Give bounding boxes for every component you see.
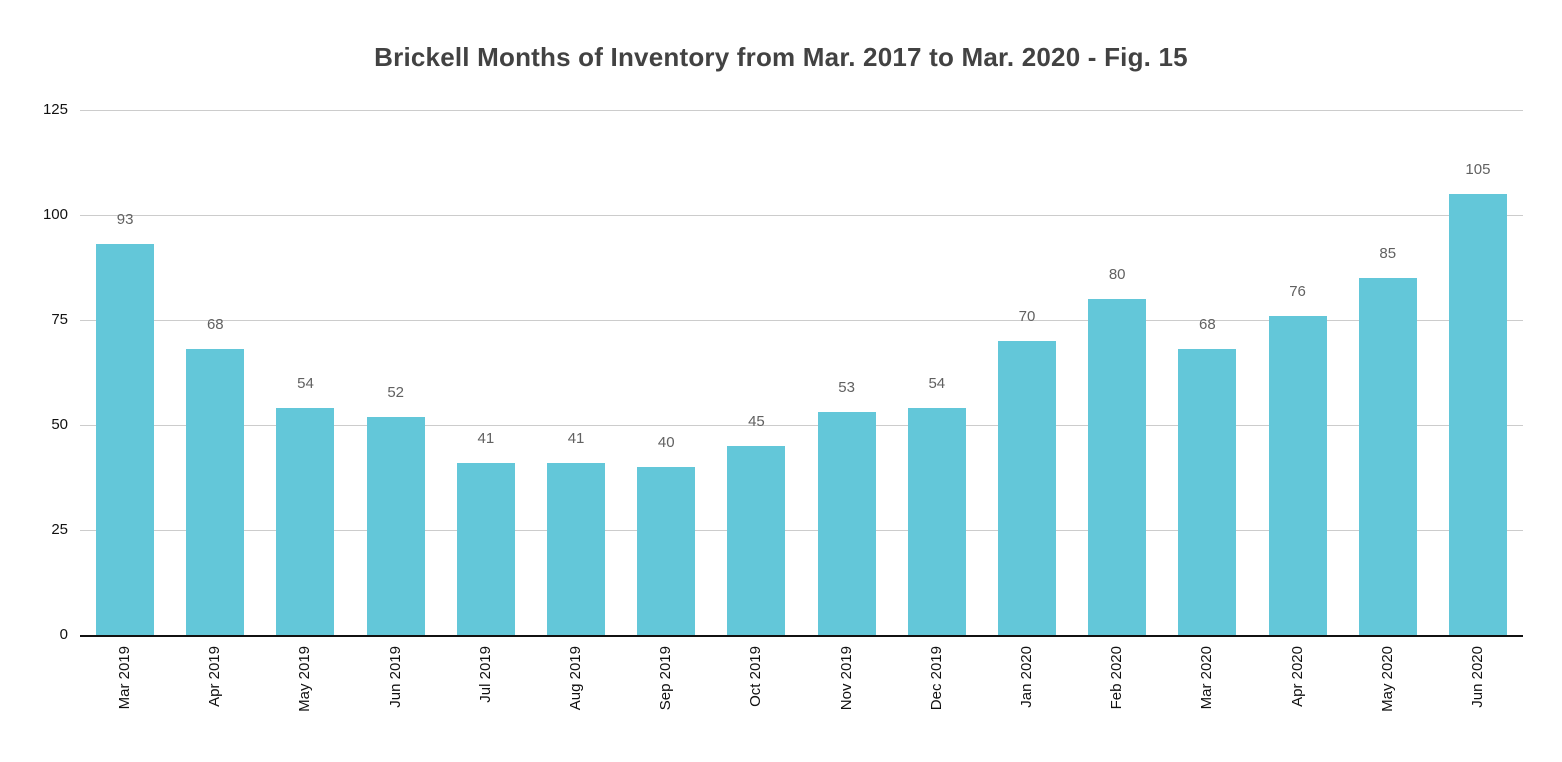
x-tick-label: Feb 2020	[1108, 646, 1126, 710]
bar-value-label: 93	[116, 211, 134, 229]
bar-value-label: 41	[567, 429, 585, 447]
x-tick-label: Mar 2019	[116, 646, 134, 710]
x-tick-label: Jun 2020	[1468, 646, 1486, 708]
bar-slot: 54	[260, 110, 350, 635]
x-tick-label: Jul 2019	[476, 646, 494, 703]
x-slot: Jul 2019	[441, 637, 531, 747]
x-tick-label: May 2019	[296, 646, 314, 712]
x-slot: Oct 2019	[711, 637, 801, 747]
bar-value-label: 45	[748, 413, 765, 430]
y-tick-label: 100	[42, 206, 68, 223]
y-tick-label: 0	[59, 626, 68, 643]
bar-value-label: 54	[297, 375, 314, 393]
bar-slot: 40	[621, 110, 711, 635]
bar-value-label: 68	[206, 316, 224, 334]
x-axis: Mar 2019 Apr 2019 May 2019 Jun 2019 Jul 2019…	[80, 637, 1523, 747]
bar-aug-2019	[547, 462, 606, 635]
bar-sep-2019	[637, 467, 696, 635]
y-tick-label: 75	[51, 311, 68, 328]
x-slot: Apr 2020	[1252, 637, 1342, 747]
bars-row: 93 68 54 52 41 41 40 45 53 54 70 80 68 76 85 105	[80, 110, 1523, 635]
bar-slot: 68	[1162, 110, 1252, 635]
bar-slot: 105	[1433, 110, 1523, 635]
bar-apr-2019	[186, 349, 245, 635]
x-slot: Sep 2019	[621, 637, 711, 747]
plot-area: 93 68 54 52 41 41 40 45 53 54 70 80 68 76 85 105	[80, 110, 1523, 637]
bar-nov-2019	[817, 412, 876, 635]
bar-value-label: 53	[838, 379, 855, 397]
x-tick-label: Mar 2020	[1198, 646, 1216, 710]
bar-value-label: 70	[1018, 308, 1036, 325]
x-slot: Aug 2019	[531, 637, 621, 747]
bar-mar-2020	[1178, 349, 1237, 635]
x-tick-label: Jun 2019	[386, 646, 404, 708]
bar-value-label: 41	[477, 429, 495, 447]
bar-slot: 41	[441, 110, 531, 635]
bar-jun-2020	[1448, 194, 1507, 635]
bar-slot: 76	[1252, 110, 1342, 635]
x-tick-label: Dec 2019	[927, 646, 945, 711]
bar-value-label: 80	[1108, 266, 1126, 283]
bar-slot: 45	[711, 110, 801, 635]
bar-apr-2020	[1268, 315, 1327, 635]
x-tick-label: Apr 2019	[206, 646, 224, 707]
bar-may-2019	[276, 408, 335, 635]
bar-slot: 52	[351, 110, 441, 635]
chart-title: Brickell Months of Inventory from Mar. 2…	[374, 42, 1188, 72]
x-slot: May 2020	[1343, 637, 1433, 747]
x-slot: Jun 2019	[351, 637, 441, 747]
x-tick-label: Apr 2020	[1288, 646, 1306, 707]
bar-dec-2019	[907, 408, 966, 635]
bar-slot: 85	[1343, 110, 1433, 635]
bar-jun-2019	[366, 416, 425, 635]
x-slot: Mar 2019	[80, 637, 170, 747]
bar-value-label: 40	[657, 434, 675, 451]
x-tick-label: May 2020	[1378, 646, 1396, 712]
bar-jul-2019	[456, 462, 515, 635]
bar-value-label: 85	[1379, 245, 1397, 262]
x-tick-label: Oct 2019	[747, 646, 765, 707]
x-slot: Dec 2019	[892, 637, 982, 747]
bar-may-2020	[1358, 278, 1417, 635]
gridline-125	[80, 110, 1523, 111]
gridline-75	[80, 320, 1523, 321]
gridline-50	[80, 425, 1523, 426]
bar-value-label: 52	[387, 383, 404, 401]
x-tick-label: Nov 2019	[837, 646, 855, 711]
bar-value-label: 105	[1465, 161, 1491, 178]
x-tick-label: Aug 2019	[567, 646, 585, 711]
bar-value-label: 54	[928, 375, 946, 393]
bar-jan-2020	[997, 341, 1056, 635]
bar-slot: 41	[531, 110, 621, 635]
bar-oct-2019	[727, 446, 786, 635]
bar-feb-2020	[1088, 299, 1147, 635]
x-slot: Jun 2020	[1433, 637, 1523, 747]
x-slot: May 2019	[260, 637, 350, 747]
y-axis: 0 25 50 75 100 125	[0, 101, 68, 643]
y-tick-label: 50	[51, 416, 68, 433]
bar-slot: 80	[1072, 110, 1162, 635]
bar-slot: 68	[170, 110, 260, 635]
x-slot: Feb 2020	[1072, 637, 1162, 747]
gridline-25	[80, 530, 1523, 531]
y-tick-label: 125	[42, 101, 68, 118]
x-slot: Jan 2020	[982, 637, 1072, 747]
y-tick-label: 25	[51, 521, 68, 538]
gridline-100	[80, 215, 1523, 216]
x-tick-label: Sep 2019	[657, 646, 675, 711]
bar-slot: 53	[802, 110, 892, 635]
bar-value-label: 76	[1289, 282, 1306, 300]
bar-slot: 54	[892, 110, 982, 635]
bar-slot: 93	[80, 110, 170, 635]
x-slot: Apr 2019	[170, 637, 260, 747]
bar-mar-2019	[96, 244, 155, 635]
bar-slot: 70	[982, 110, 1072, 635]
x-slot: Nov 2019	[802, 637, 892, 747]
x-tick-label: Jan 2020	[1017, 646, 1035, 708]
bar-value-label: 68	[1199, 316, 1216, 334]
x-slot: Mar 2020	[1162, 637, 1252, 747]
